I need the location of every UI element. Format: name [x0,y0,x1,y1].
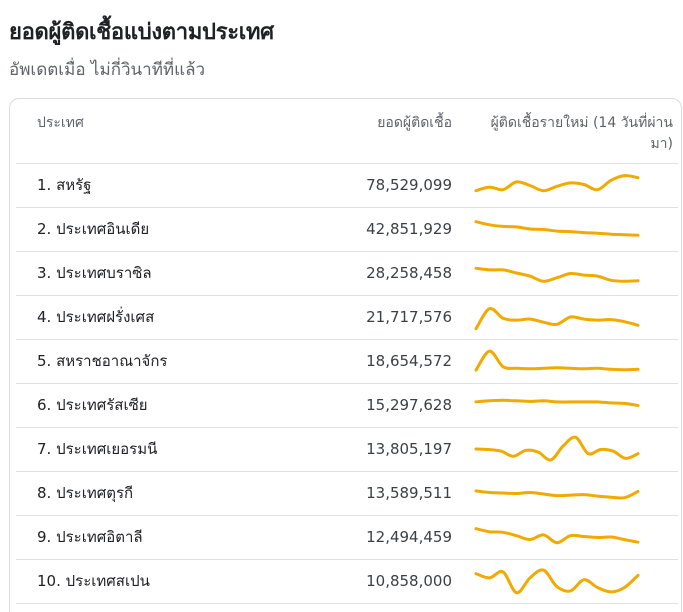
table-row[interactable]: 5. สหราชอาณาจักร 18,654,572 [16,340,678,384]
page-title: ยอดผู้ติดเชื้อแบ่งตามประเทศ [9,20,274,45]
sparkline-path [474,489,640,500]
table-row[interactable]: 10. ประเทศสเปน 10,858,000 [16,560,678,604]
new-cases-sparkline [474,527,640,545]
country-name: 9. ประเทศอิตาลี [37,528,143,546]
sparkline-path [474,435,640,462]
country-name: 1. สหรัฐ [37,176,92,194]
table-row[interactable]: 9. ประเทศอิตาลี 12,494,459 [16,516,678,560]
new-cases-sparkline [474,398,640,407]
new-cases-sparkline [474,174,640,193]
sparkline-path [474,174,640,193]
table-header: ประเทศ ยอดผู้ติดเชื้อ ผู้ติดเชื้อรายใหม่… [16,99,678,164]
total-cases-value: 21,717,576 [366,308,452,326]
sparkline-path [474,220,640,237]
sparkline-path [474,527,640,545]
total-cases-value: 10,858,000 [366,572,452,590]
sparkline-path [474,398,640,407]
last-updated-text: อัพเดตเมื่อ ไม่กี่วินาทีที่แล้ว [9,60,206,80]
table-row[interactable]: 4. ประเทศฝรั่งเศส 21,717,576 [16,296,678,340]
total-cases-value: 12,494,459 [366,528,452,546]
country-name: 3. ประเทศบราซิล [37,264,152,282]
total-cases-value: 18,654,572 [366,352,452,370]
new-cases-sparkline [474,266,640,283]
country-name: 8. ประเทศตุรกี [37,484,134,502]
total-cases-value: 42,851,929 [366,220,452,238]
header-country[interactable]: ประเทศ [37,115,84,131]
total-cases-value: 78,529,099 [366,176,452,194]
table-row[interactable]: 3. ประเทศบราซิล 28,258,458 [16,252,678,296]
table-row[interactable]: 1. สหรัฐ 78,529,099 [16,164,678,208]
header-total-cases[interactable]: ยอดผู้ติดเชื้อ [377,115,452,131]
total-cases-value: 13,589,511 [366,484,452,502]
sparkline-path [474,349,640,372]
country-name: 7. ประเทศเยอรมนี [37,440,158,458]
country-name: 10. ประเทศสเปน [37,572,150,590]
table-row[interactable]: 2. ประเทศอินเดีย 42,851,929 [16,208,678,252]
total-cases-value: 15,297,628 [366,396,452,414]
country-name: 6. ประเทศรัสเซีย [37,396,148,414]
country-name: 4. ประเทศฝรั่งเศส [37,308,155,326]
sparkline-path [474,266,640,283]
sparkline-path [474,568,640,595]
header-new-cases-trend[interactable]: ผู้ติดเชื้อรายใหม่ (14 วันที่ผ่านมา) [490,115,673,152]
table-row[interactable]: 7. ประเทศเยอรมนี 13,805,197 [16,428,678,472]
table-row[interactable]: 8. ประเทศตุรกี 13,589,511 [16,472,678,516]
country-name: 2. ประเทศอินเดีย [37,220,150,238]
new-cases-sparkline [474,220,640,237]
total-cases-value: 28,258,458 [366,264,452,282]
new-cases-sparkline [474,349,640,372]
country-name: 5. สหราชอาณาจักร [37,352,168,370]
sparkline-path [474,307,640,331]
country-table: ประเทศ ยอดผู้ติดเชื้อ ผู้ติดเชื้อรายใหม่… [9,98,682,612]
new-cases-sparkline [474,435,640,462]
new-cases-sparkline [474,489,640,500]
table-row[interactable]: 6. ประเทศรัสเซีย 15,297,628 [16,384,678,428]
new-cases-sparkline [474,307,640,331]
total-cases-value: 13,805,197 [366,440,452,458]
new-cases-sparkline [474,568,640,595]
